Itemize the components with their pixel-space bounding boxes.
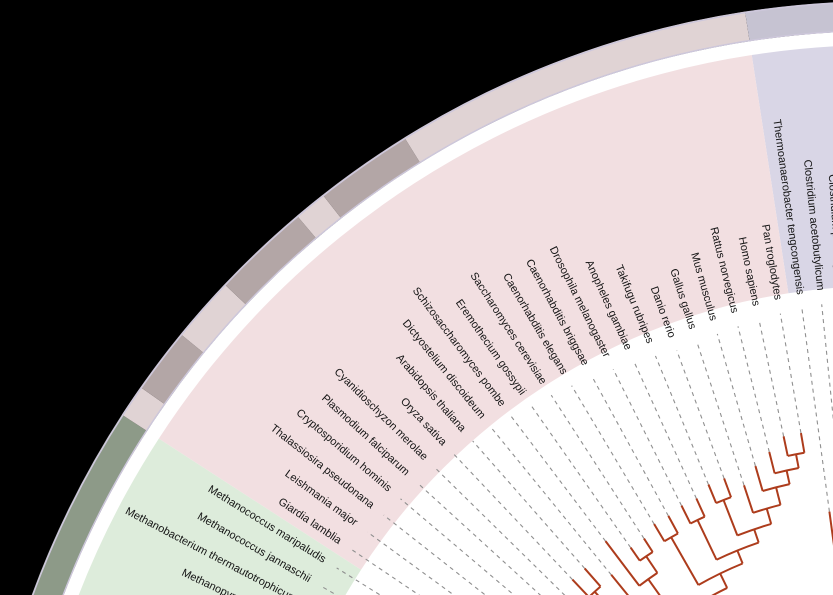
ring-segment — [745, 2, 833, 42]
leaf-connector-dash — [758, 319, 785, 437]
leaf-connector-dash — [571, 385, 655, 525]
tree-branch-radial — [571, 578, 589, 595]
tree-branch-radial — [768, 451, 776, 474]
ring-segment — [322, 137, 421, 219]
leaf-connector-dash — [801, 308, 830, 512]
tree-branch-radial — [653, 523, 666, 542]
leaf-connector-dash — [417, 482, 542, 595]
domain-wedge-bacteria — [751, 46, 833, 294]
tree-branch-radial — [765, 508, 773, 525]
leaf-connector-dash — [367, 531, 455, 595]
ring-segment — [404, 11, 750, 164]
tree-branch-radial — [753, 528, 760, 543]
tree-branch-radial — [828, 511, 833, 546]
leaf-connector-dash — [400, 498, 515, 595]
tree-branch-radial — [719, 573, 729, 589]
tree-branch-radial — [782, 436, 789, 457]
leaf-connector-dash — [510, 416, 606, 542]
domain-wedge-archaea — [78, 438, 362, 595]
tree-branch-radial — [736, 550, 744, 564]
leaf-connector-dash — [696, 342, 745, 486]
ring-segment — [224, 215, 317, 305]
tree-branch-arc — [774, 467, 799, 475]
tree-branch-radial — [785, 470, 791, 485]
leaf-connector-dash — [716, 333, 756, 467]
leaf-connector-dash — [530, 405, 632, 548]
tree-branch-radial — [610, 574, 630, 595]
ring-segment — [121, 387, 166, 431]
leaf-connector-dash — [351, 549, 420, 595]
domain-wedge-eukaryota — [158, 55, 789, 570]
tree-branch-radial — [754, 465, 764, 492]
leaf-connector-dash — [591, 376, 669, 517]
tree-branch-radial — [723, 478, 732, 498]
tree-branch-radial — [695, 498, 706, 518]
tree-branch-arc — [589, 585, 602, 595]
cladogram — [571, 432, 833, 595]
tree-branch-radial — [645, 555, 659, 574]
tree-branch-radial — [583, 567, 602, 588]
tree-branch-radial — [775, 487, 782, 506]
tree-branch-radial — [680, 505, 692, 524]
tree-branch-radial — [799, 432, 806, 453]
tree-branch-radial — [629, 546, 641, 562]
tree-branch-radial — [722, 499, 739, 536]
ring-segment — [31, 414, 148, 595]
leaf-connector-dash — [612, 368, 683, 506]
tree-branch-radial — [707, 484, 718, 504]
ring-segment — [140, 334, 204, 405]
leaf-connector-dash — [654, 355, 709, 485]
tree-branch-radial — [743, 484, 755, 514]
ring-segment — [180, 284, 247, 354]
tree-branch-radial — [795, 454, 800, 469]
tree-branch-radial — [604, 540, 641, 587]
ring-segment — [296, 194, 342, 239]
tree-branch-radial — [670, 536, 700, 586]
tree-branch-radial — [647, 578, 661, 595]
leaf-connector-dash — [435, 468, 566, 595]
leaf-connector-dash — [633, 361, 697, 499]
leaf-connector-dash — [676, 350, 725, 479]
tree-branch-radial — [696, 519, 718, 561]
tree-branch-radial — [643, 538, 654, 553]
leaf-connector-dash — [821, 304, 833, 422]
tree-branch-radial — [667, 515, 679, 534]
leaf-connector-dash — [737, 326, 770, 453]
